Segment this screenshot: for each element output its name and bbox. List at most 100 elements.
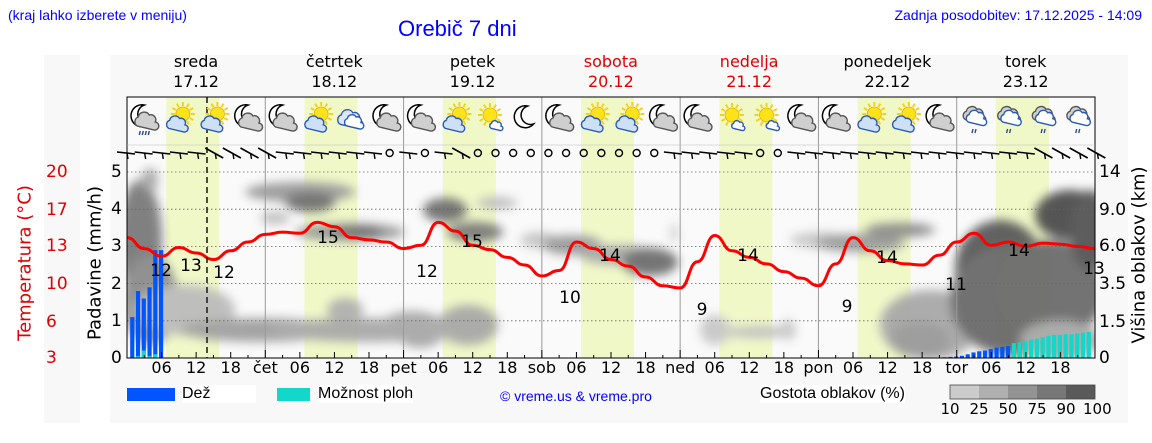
last-updated: Zadnja posodobitev: 17.12.2025 - 14:09 bbox=[894, 7, 1142, 23]
calm-wind-icon bbox=[385, 148, 394, 158]
x-tick-label: 18 bbox=[773, 358, 795, 377]
temperature-value-label: 11 bbox=[945, 275, 967, 295]
temp-tick-label: 20 bbox=[46, 162, 68, 182]
temperature-value-label: 12 bbox=[416, 262, 438, 282]
sun-small-cloud-icon bbox=[720, 103, 746, 132]
legend-showers-label: Možnost ploh bbox=[318, 385, 414, 403]
x-tick-label: 06 bbox=[842, 358, 864, 377]
moon-cloud-icon bbox=[683, 104, 713, 132]
wind-barb-icon bbox=[963, 151, 982, 160]
calm-wind-icon bbox=[755, 148, 765, 158]
temp-tick-label: 3 bbox=[46, 348, 57, 368]
sun-cloud-icon bbox=[615, 102, 645, 133]
wind-barb-icon bbox=[434, 151, 453, 160]
cloud-drizzle-icon bbox=[962, 105, 988, 134]
temperature-value-label: 14 bbox=[599, 246, 621, 266]
sun-cloud-icon bbox=[580, 102, 610, 133]
x-tick-label: 12 bbox=[739, 358, 760, 377]
x-tick-label: pet bbox=[390, 358, 417, 377]
moon-cloud-icon bbox=[787, 104, 817, 132]
day-header: petek 19.12 bbox=[404, 52, 542, 92]
weather-icons-row bbox=[130, 102, 1092, 136]
wind-barbs-row bbox=[116, 147, 1106, 160]
precip-bar bbox=[1000, 346, 1005, 358]
x-tick-label: tor bbox=[945, 358, 969, 377]
precip-bar bbox=[141, 298, 146, 358]
wind-barb-icon bbox=[822, 151, 841, 160]
wind-barb-icon bbox=[875, 151, 894, 160]
cloud-drizzle-icon bbox=[1031, 105, 1057, 134]
day-name: sobota bbox=[583, 52, 638, 71]
precip-bar bbox=[982, 350, 988, 358]
moon-cloud-rain-icon bbox=[130, 104, 160, 136]
wind-barb-icon bbox=[716, 151, 735, 160]
temperature-value-label: 10 bbox=[559, 288, 581, 308]
x-tick-label: 12 bbox=[462, 358, 483, 377]
temperature-labels: 12 13 12 15 12 15 10 14 9 14 9 14 11 14 13 bbox=[150, 228, 1105, 320]
temperature-value-label: 13 bbox=[180, 256, 202, 276]
wind-barb-icon bbox=[981, 151, 1000, 160]
cloud-height-tick-label: 1.5 bbox=[1099, 312, 1127, 332]
temperature-value-label: 9 bbox=[842, 297, 853, 317]
wind-barb-icon bbox=[787, 151, 806, 160]
moon-cloud-icon bbox=[268, 104, 298, 132]
cloud-density-layer bbox=[127, 168, 1095, 358]
day-date: 21.12 bbox=[726, 72, 773, 91]
x-tick-label: 06 bbox=[427, 358, 449, 377]
precip-tick-label: 2 bbox=[111, 273, 122, 294]
calm-wind-icon bbox=[632, 148, 641, 158]
cloud-height-tick-label: 6.0 bbox=[1099, 236, 1127, 256]
x-tick-label: 06 bbox=[566, 358, 587, 377]
day-date: 17.12 bbox=[173, 72, 219, 91]
wind-barb-icon bbox=[240, 147, 259, 160]
x-tick-label: 12 bbox=[324, 358, 345, 377]
precip-bar bbox=[135, 291, 141, 358]
horizontal-grid bbox=[127, 171, 1095, 322]
calm-wind-icon bbox=[544, 148, 553, 158]
temperature-value-label: 14 bbox=[737, 246, 759, 266]
day-date: 23.12 bbox=[1002, 72, 1049, 91]
precip-tick-label: 4 bbox=[111, 199, 122, 220]
calm-wind-icon bbox=[597, 148, 606, 158]
wind-barb-icon bbox=[187, 151, 206, 160]
precip-bar bbox=[948, 356, 953, 358]
precip-bar bbox=[147, 287, 152, 358]
day-header: sobota 20.12 bbox=[542, 52, 680, 92]
day-name: sreda bbox=[173, 52, 219, 71]
precip-bar bbox=[130, 317, 135, 358]
precip-bar bbox=[959, 355, 965, 358]
wind-barb-icon bbox=[893, 151, 912, 160]
temperature-line bbox=[126, 220, 1096, 290]
wind-barb-icon bbox=[257, 147, 277, 160]
cloud-density-scale bbox=[949, 384, 1096, 400]
cloud-height-tick-label: 3.5 bbox=[1099, 274, 1127, 294]
day-header: četrtek 18.12 bbox=[265, 52, 403, 92]
calm-wind-icon bbox=[579, 148, 588, 158]
wind-barb-icon bbox=[699, 151, 718, 160]
wind-barb-icon bbox=[204, 147, 224, 160]
x-axis-ticks bbox=[126, 350, 1096, 358]
x-tick-label: 06 bbox=[289, 358, 311, 377]
precip-bar bbox=[1029, 339, 1034, 358]
calm-wind-icon bbox=[773, 148, 782, 158]
temperature-value-label: 14 bbox=[1008, 241, 1030, 261]
x-tick-label: ned bbox=[665, 358, 696, 377]
temperature-value-label: 15 bbox=[461, 232, 483, 252]
x-tick-label: 12 bbox=[600, 358, 622, 377]
precip-bar bbox=[1017, 342, 1022, 358]
day-date: 19.12 bbox=[449, 72, 496, 91]
moon-cloud-icon bbox=[925, 104, 955, 132]
wind-barb-icon bbox=[152, 151, 171, 160]
calm-wind-icon bbox=[561, 148, 571, 158]
cloud-height-tick-label: 14 bbox=[1099, 162, 1121, 182]
legend-rain-label: Dež bbox=[182, 385, 257, 403]
cloud-height-tick-label: 9.0 bbox=[1099, 200, 1127, 220]
calm-wind-icon bbox=[650, 148, 659, 158]
x-tick-label: 06 bbox=[151, 358, 172, 377]
cloud-height-tick-label: 0 bbox=[1099, 348, 1110, 368]
temp-tick-label: 13 bbox=[46, 236, 68, 256]
credit-link[interactable]: © vreme.us & vreme.pro bbox=[500, 388, 652, 404]
day-date: 22.12 bbox=[864, 72, 911, 91]
day-name: petek bbox=[449, 52, 496, 71]
cloud-density-legend-label: Gostota oblakov (%) bbox=[760, 385, 905, 403]
